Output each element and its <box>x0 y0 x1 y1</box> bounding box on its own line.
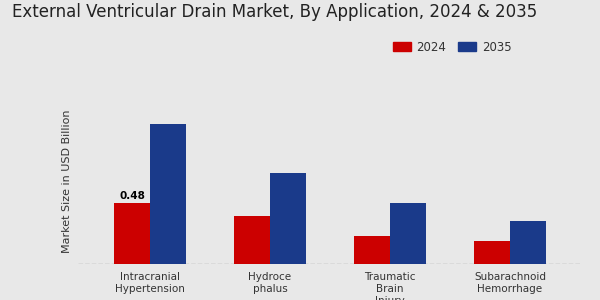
Bar <box>234 216 270 264</box>
Bar <box>270 172 306 264</box>
Bar <box>474 241 510 264</box>
Legend: 2024, 2035: 2024, 2035 <box>388 36 516 58</box>
Bar <box>114 203 150 264</box>
Bar <box>390 203 426 264</box>
Bar <box>354 236 390 264</box>
Text: External Ventricular Drain Market, By Application, 2024 & 2035: External Ventricular Drain Market, By Ap… <box>12 3 537 21</box>
Y-axis label: Market Size in USD Billion: Market Size in USD Billion <box>62 110 73 253</box>
Bar <box>150 124 186 264</box>
Bar <box>510 221 546 264</box>
Text: 0.48: 0.48 <box>119 190 145 200</box>
